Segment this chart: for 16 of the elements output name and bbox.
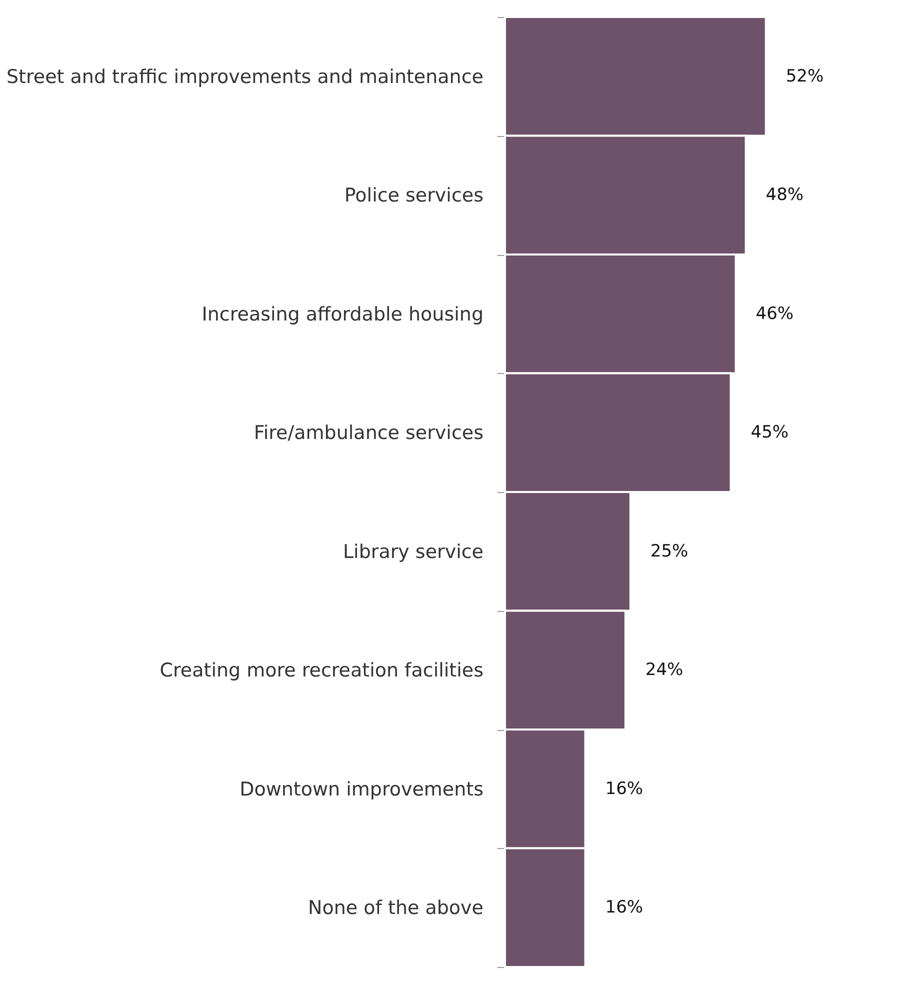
y-tick-label: Street and traffic improvements and maintenance — [6, 66, 484, 88]
y-tick-label: Fire/ambulance services — [254, 422, 484, 444]
data-label: 24% — [645, 660, 684, 680]
data-label: 45% — [750, 422, 789, 443]
y-tick-label: Police services — [344, 184, 484, 207]
data-label: 16% — [605, 778, 644, 799]
data-label: 16% — [605, 898, 644, 918]
y-tick-label: Downtown improvements — [240, 778, 484, 800]
y-tick-label: Increasing affordable housing — [202, 303, 484, 326]
y-tick-label: Creating more recreation facilities — [160, 660, 484, 682]
y-tick-label: Library service — [342, 540, 484, 563]
data-label: 25% — [650, 541, 688, 562]
y-tick-label: None of the above — [308, 897, 484, 920]
data-label: 48% — [766, 185, 804, 206]
data-label: 46% — [756, 304, 794, 324]
data-label: 52% — [786, 66, 824, 86]
